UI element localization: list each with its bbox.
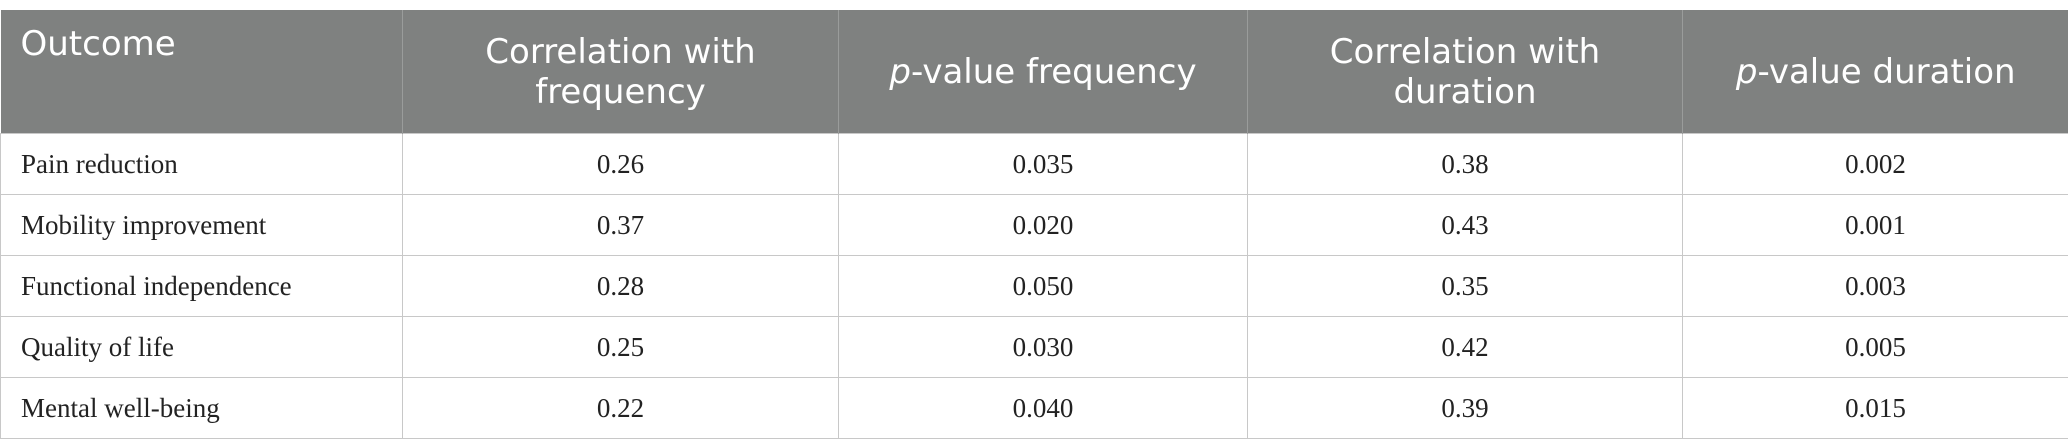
table-cell: 0.030	[838, 316, 1248, 378]
table-row: Functional independence 0.28 0.050 0.35 0.00…	[0, 255, 2068, 317]
table-cell: 0.39	[1247, 377, 1683, 439]
table-body: Pain reduction 0.26 0.035 0.38 0.002 Mobility…	[0, 133, 2068, 439]
table-cell: 0.43	[1247, 194, 1683, 256]
table-cell: 0.040	[838, 377, 1248, 439]
table-row: Quality of life 0.25 0.030 0.42 0.005	[0, 316, 2068, 378]
table-cell: 0.38	[1247, 133, 1683, 195]
table-cell: 0.002	[1682, 133, 2068, 195]
table-row: Mobility improvement 0.37 0.020 0.43 0.001	[0, 194, 2068, 256]
table-cell: 0.25	[402, 316, 839, 378]
table-cell: 0.28	[402, 255, 839, 317]
header-row: Outcome Correlation with frequency p-val…	[0, 10, 2068, 134]
header-cell: Correlation with duration	[1247, 10, 1683, 134]
table-cell: 0.42	[1247, 316, 1683, 378]
header-cell: p-value duration	[1682, 10, 2068, 134]
table-cell: 0.22	[402, 377, 839, 439]
row-label: Pain reduction	[0, 133, 403, 195]
table-cell: 0.035	[838, 133, 1248, 195]
table-cell: 0.015	[1682, 377, 2068, 439]
table-cell: 0.37	[402, 194, 839, 256]
table-cell: 0.050	[838, 255, 1248, 317]
table-cell: 0.001	[1682, 194, 2068, 256]
header-cell: Correlation with frequency	[402, 10, 839, 134]
header-cell: p-value frequency	[838, 10, 1248, 134]
table-cell: 0.005	[1682, 316, 2068, 378]
table-cell: 0.35	[1247, 255, 1683, 317]
data-table: Outcome Correlation with frequency p-val…	[0, 10, 2068, 439]
table-cell: 0.020	[838, 194, 1248, 256]
table-cell: 0.003	[1682, 255, 2068, 317]
row-label: Functional independence	[0, 255, 403, 317]
table-row: Mental well-being 0.22 0.040 0.39 0.015	[0, 377, 2068, 439]
row-label: Quality of life	[0, 316, 403, 378]
header-cell: Outcome	[0, 10, 403, 134]
row-label: Mental well-being	[0, 377, 403, 439]
row-label: Mobility improvement	[0, 194, 403, 256]
table-row: Pain reduction 0.26 0.035 0.38 0.002	[0, 133, 2068, 195]
table-cell: 0.26	[402, 133, 839, 195]
